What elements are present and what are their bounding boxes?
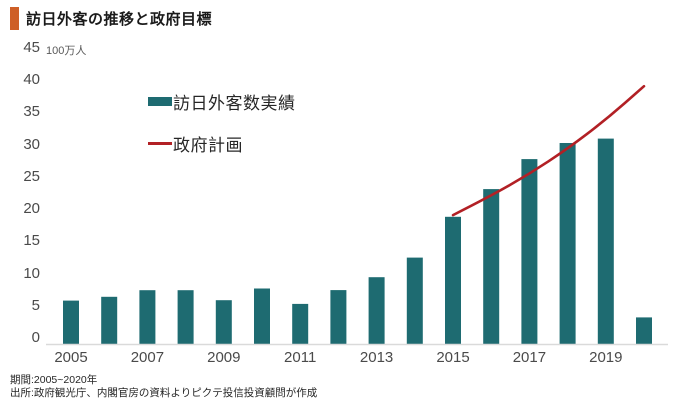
bar-2013: [368, 277, 385, 344]
bar-2005: [63, 300, 79, 344]
bar-2018: [559, 143, 576, 344]
chart-header: 訪日外客の推移と政府目標: [10, 7, 212, 30]
bar-2016: [483, 189, 500, 344]
bar-2007: [139, 290, 156, 344]
bar-series-label: 訪日外客数実績: [173, 94, 296, 113]
bar-2006: [101, 296, 118, 344]
bar-2014: [406, 257, 423, 344]
bar-2019: [597, 138, 614, 344]
source-note: 出所:政府観光庁、内閣官房の資料よりピクテ投信投資顧問が作成: [10, 387, 318, 399]
page-title: 訪日外客の推移と政府目標: [26, 11, 213, 28]
bar-2012: [330, 290, 347, 344]
government-plan-line: [451, 84, 646, 217]
y-axis-label-40: 40: [23, 71, 40, 89]
x-axis-label-2007: 2007: [130, 349, 165, 366]
legend-item-bars: 訪日外客数実績: [148, 89, 296, 114]
chart-footnotes: 期間:2005~2020年 出所:政府観光庁、内閣官房の資料よりピクテ投信投資顧…: [10, 374, 317, 400]
legend: 訪日外客数実績 政府計画: [148, 89, 296, 173]
x-axis-label-2019: 2019: [589, 349, 623, 366]
x-axis-label-2005: 2005: [54, 349, 88, 366]
x-axis-label-2013: 2013: [359, 349, 394, 366]
y-axis-label-25: 25: [23, 167, 40, 185]
x-axis-label-2015: 2015: [436, 349, 470, 366]
bar-2008: [177, 290, 194, 344]
line-series-swatch: [148, 142, 172, 145]
y-axis-label-35: 35: [23, 103, 40, 121]
bar-2011: [292, 303, 309, 344]
period-note: 期間:2005~2020年: [10, 374, 98, 386]
legend-item-line: 政府計画: [148, 131, 296, 156]
bar-2017: [521, 159, 538, 344]
title-accent-bar: [10, 7, 19, 30]
bar-2015: [445, 216, 461, 344]
y-axis-label-20: 20: [23, 200, 40, 218]
bar-2009: [215, 300, 232, 344]
y-axis-unit-label: 100万人: [46, 45, 87, 57]
bar-2020: [636, 317, 652, 344]
bar-series-swatch: [148, 97, 172, 106]
y-axis-label-30: 30: [23, 135, 40, 153]
y-axis-label-0: 0: [31, 329, 40, 346]
y-axis-label-15: 15: [23, 232, 40, 250]
y-axis-label-45: 45: [23, 39, 40, 56]
y-axis-label-10: 10: [23, 264, 40, 282]
x-axis-label-2011: 2011: [284, 349, 317, 366]
line-series-label: 政府計画: [173, 136, 243, 155]
y-axis-label-5: 5: [31, 296, 40, 314]
x-axis-label-2009: 2009: [207, 349, 241, 366]
bar-2010: [254, 288, 270, 344]
x-axis-label-2017: 2017: [512, 349, 547, 366]
